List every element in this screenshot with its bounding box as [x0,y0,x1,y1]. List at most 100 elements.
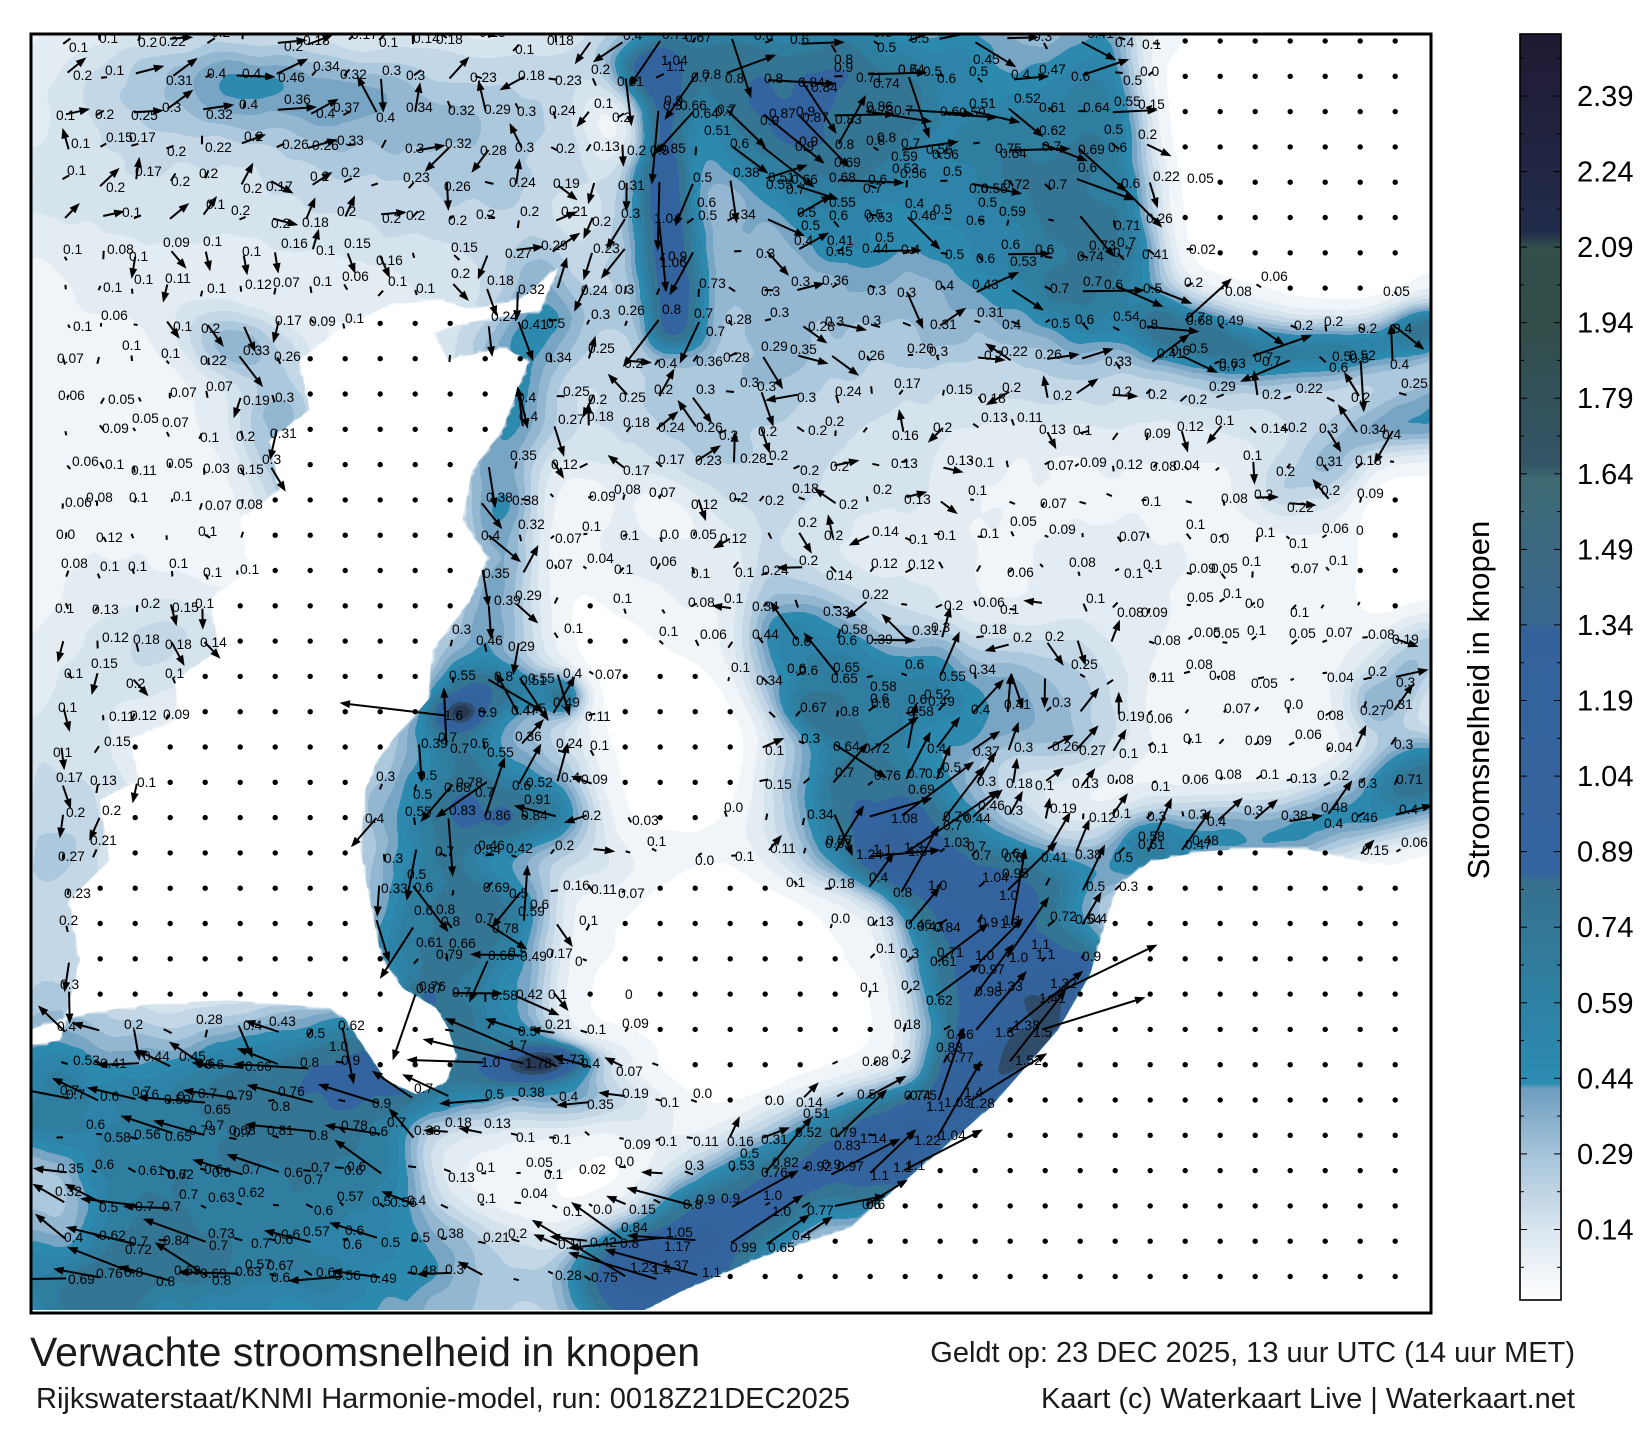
svg-text:0.8: 0.8 [124,1265,144,1280]
svg-text:0.1: 0.1 [64,666,83,681]
svg-text:0.5: 0.5 [1104,122,1124,137]
svg-text:0.2: 0.2 [624,356,643,371]
svg-text:0.83: 0.83 [936,1040,963,1055]
svg-text:0.55: 0.55 [449,668,476,683]
svg-text:0.2: 0.2 [1294,318,1313,333]
svg-text:1.23: 1.23 [630,1260,657,1275]
svg-text:0.46: 0.46 [476,633,503,648]
svg-text:1.0: 1.0 [928,878,948,893]
svg-text:0.04: 0.04 [1173,458,1200,473]
svg-text:0.41: 0.41 [1041,850,1068,865]
svg-text:0.28: 0.28 [196,1012,223,1027]
svg-text:0.2: 0.2 [138,35,157,50]
svg-text:0.3: 0.3 [685,1158,705,1173]
svg-text:0.36: 0.36 [515,729,542,744]
svg-text:0.24: 0.24 [762,563,789,578]
svg-text:0.05: 0.05 [1213,626,1240,641]
svg-text:0.64: 0.64 [898,62,925,77]
svg-text:0.6: 0.6 [345,1223,365,1238]
svg-text:0.58: 0.58 [907,704,934,719]
svg-text:0.1: 0.1 [207,281,226,296]
svg-text:0.26: 0.26 [444,179,471,194]
svg-text:0.14: 0.14 [826,568,853,583]
svg-text:0.9: 0.9 [721,1191,741,1206]
svg-text:0.28: 0.28 [740,451,767,466]
svg-text:0.07: 0.07 [1040,496,1067,511]
svg-text:0.08: 0.08 [1069,555,1096,570]
svg-text:0.22: 0.22 [1287,500,1314,515]
svg-text:0.8: 0.8 [212,1273,232,1288]
svg-text:0.2: 0.2 [106,180,125,195]
svg-text:0.18: 0.18 [436,32,463,47]
svg-text:0.3: 0.3 [1033,29,1053,44]
svg-text:0.08: 0.08 [1186,657,1213,672]
svg-text:1.04: 1.04 [982,870,1009,885]
svg-text:0.76: 0.76 [761,1165,788,1180]
svg-text:0.8: 0.8 [300,1055,320,1070]
svg-text:0.31: 0.31 [1386,697,1413,712]
svg-text:0.1: 0.1 [860,980,879,995]
svg-text:0.7: 0.7 [233,1125,252,1140]
svg-text:0.31: 0.31 [912,623,939,638]
svg-text:0.3: 0.3 [1396,675,1416,690]
svg-text:0.1: 0.1 [73,319,92,334]
svg-text:0.8: 0.8 [702,67,722,82]
svg-text:0.34: 0.34 [545,350,572,365]
svg-text:0.4: 0.4 [1207,814,1227,829]
svg-text:0.06: 0.06 [650,554,677,569]
svg-text:0.1: 0.1 [99,31,118,46]
svg-text:0.09: 0.09 [624,1137,651,1152]
svg-text:1.3: 1.3 [995,1025,1015,1040]
svg-text:0.3: 0.3 [1358,776,1378,791]
svg-text:0.3: 0.3 [862,313,882,328]
svg-text:0.6: 0.6 [866,1197,886,1212]
svg-text:0.2: 0.2 [627,143,646,158]
svg-text:0.4: 0.4 [1393,321,1413,336]
svg-text:0.2: 0.2 [808,423,827,438]
svg-text:1.1: 1.1 [906,1158,925,1173]
svg-text:0.3: 0.3 [929,344,949,359]
svg-text:0.53: 0.53 [825,836,852,851]
svg-text:0.4: 0.4 [243,1018,263,1033]
svg-text:0.6: 0.6 [1078,160,1098,175]
svg-text:0.81: 0.81 [267,1123,294,1138]
svg-text:0.38: 0.38 [1281,808,1308,823]
svg-text:1.33: 1.33 [996,979,1023,994]
svg-text:0.5: 0.5 [875,230,895,245]
svg-text:0.1: 0.1 [128,559,147,574]
svg-text:0.79: 0.79 [226,1088,253,1103]
svg-text:0.74: 0.74 [904,1088,931,1103]
svg-text:0.8: 0.8 [877,130,897,145]
svg-text:0.31: 0.31 [930,317,957,332]
svg-text:0.1: 0.1 [1124,566,1143,581]
svg-text:0.2: 0.2 [310,169,329,184]
svg-text:0.42: 0.42 [590,1235,617,1250]
svg-text:0.2: 0.2 [765,493,784,508]
svg-text:0.1: 0.1 [240,562,259,577]
svg-text:0.73: 0.73 [867,103,894,118]
svg-text:0.1: 0.1 [134,272,153,287]
svg-text:0.18: 0.18 [302,215,329,230]
svg-text:0.7: 0.7 [132,1084,151,1099]
svg-text:0.56: 0.56 [334,1268,361,1283]
svg-text:0.3: 0.3 [275,390,295,405]
svg-text:0.5: 0.5 [693,170,713,185]
svg-text:1.6: 1.6 [444,708,464,723]
svg-text:0.9: 0.9 [799,134,819,149]
svg-text:0.17: 0.17 [266,179,293,194]
svg-text:0.79: 0.79 [436,947,463,962]
svg-text:0.1: 0.1 [200,430,219,445]
svg-text:1.4: 1.4 [652,1262,672,1277]
svg-text:0.1: 0.1 [103,280,122,295]
svg-text:0.12: 0.12 [1177,419,1204,434]
svg-text:0.29: 0.29 [1577,1139,1633,1171]
svg-text:1.1: 1.1 [1036,947,1055,962]
svg-text:0.6: 0.6 [870,691,890,706]
svg-text:0.67: 0.67 [800,700,827,715]
svg-text:0.14: 0.14 [796,1095,823,1110]
svg-text:0.4: 0.4 [1324,816,1344,831]
svg-text:1.52: 1.52 [1015,1053,1042,1068]
svg-text:0.11: 0.11 [1149,670,1175,685]
svg-text:2.39: 2.39 [1577,81,1633,113]
svg-text:0.6: 0.6 [862,1197,882,1212]
